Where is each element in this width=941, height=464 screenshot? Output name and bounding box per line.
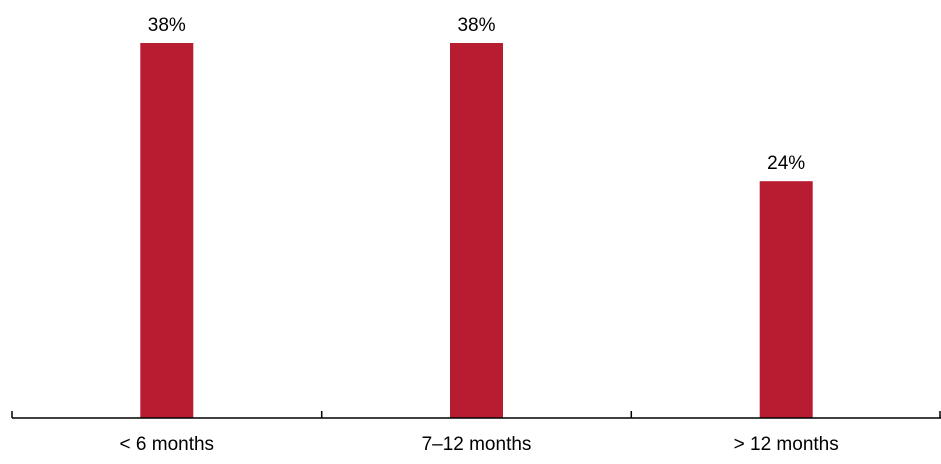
x-tick-labels: < 6 months 7–12 months > 12 months (120, 434, 839, 455)
bars-layer (140, 43, 812, 418)
bar-6-months (140, 43, 193, 418)
data-label: 24% (767, 153, 805, 174)
data-label: 38% (148, 15, 186, 36)
data-label: 38% (457, 15, 495, 36)
x-tick-label: < 6 months (120, 434, 215, 455)
x-tick-label: > 12 months (734, 434, 839, 455)
x-tick-label: 7–12 months (422, 434, 532, 455)
bar-12-months (760, 181, 813, 418)
bar-7-12-months (450, 43, 503, 418)
